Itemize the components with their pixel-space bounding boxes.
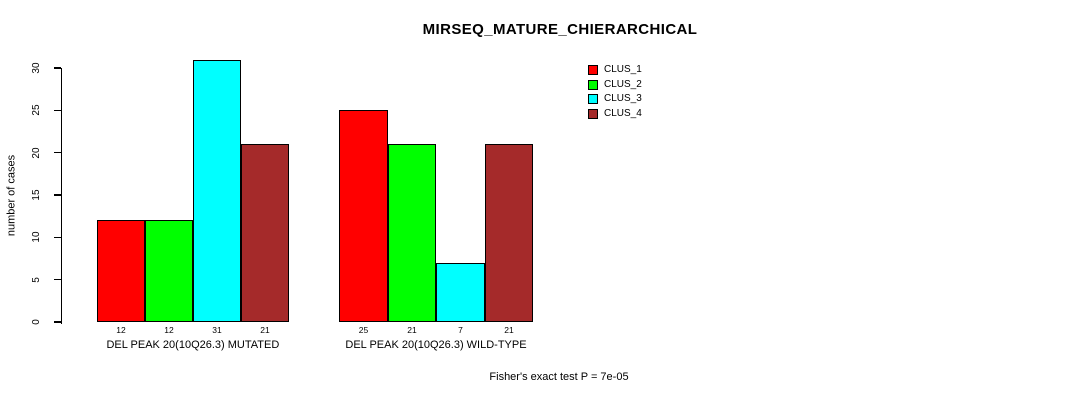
y-tick xyxy=(53,194,61,196)
stat-annotation: Fisher's exact test P = 7e-05 xyxy=(489,371,629,383)
y-tick xyxy=(53,321,61,323)
y-tick-label: 20 xyxy=(31,147,42,159)
y-tick xyxy=(53,67,61,69)
y-tick-label: 30 xyxy=(31,62,42,74)
legend-swatch-clus_3 xyxy=(588,94,598,105)
legend-label-clus_2: CLUS_2 xyxy=(604,78,642,90)
bar-clus_3-group2 xyxy=(436,262,485,322)
y-axis-line xyxy=(60,68,62,324)
y-tick xyxy=(53,236,61,239)
bar-value-label: 21 xyxy=(504,325,514,335)
legend-swatch-clus_1 xyxy=(588,65,598,75)
x-category-label: DEL PEAK 20(10Q26.3) WILD-TYPE xyxy=(345,339,527,351)
y-tick xyxy=(53,151,61,154)
y-tick-label: 25 xyxy=(31,104,42,116)
legend-label-clus_1: CLUS_1 xyxy=(604,64,642,75)
y-tick-label: 5 xyxy=(31,276,42,283)
bar-value-label: 7 xyxy=(458,325,463,335)
bar-clus_4-group2 xyxy=(485,144,533,322)
bar-value-label: 25 xyxy=(358,325,369,335)
x-category-label: DEL PEAK 20(10Q26.3) MUTATED xyxy=(106,339,280,351)
legend-label-clus_4: CLUS_4 xyxy=(604,108,642,120)
legend-swatch-clus_2 xyxy=(588,79,598,90)
bar-clus_3-group1 xyxy=(193,59,241,322)
legend-label-clus_3: CLUS_3 xyxy=(604,93,642,105)
bar-clus_2-group2 xyxy=(388,144,436,322)
legend-swatch-clus_4 xyxy=(588,109,598,120)
y-tick xyxy=(53,278,61,281)
y-tick-label: 0 xyxy=(31,319,42,325)
y-tick-label: 15 xyxy=(31,189,42,201)
bar-value-label: 12 xyxy=(116,325,126,335)
chart-title: MIRSEQ_MATURE_CHIERARCHICAL xyxy=(422,21,698,38)
bar-clus_1-group1 xyxy=(97,220,145,322)
bar-value-label: 21 xyxy=(407,325,417,335)
bar-clus_4-group1 xyxy=(241,144,289,322)
bar-clus_1-group2 xyxy=(339,110,388,322)
bar-clus_2-group1 xyxy=(145,220,193,322)
y-tick-label: 10 xyxy=(31,231,42,243)
y-tick xyxy=(53,109,61,112)
bar-value-label: 31 xyxy=(212,325,222,335)
bar-value-label: 21 xyxy=(260,325,270,335)
bar-value-label: 12 xyxy=(164,325,174,335)
